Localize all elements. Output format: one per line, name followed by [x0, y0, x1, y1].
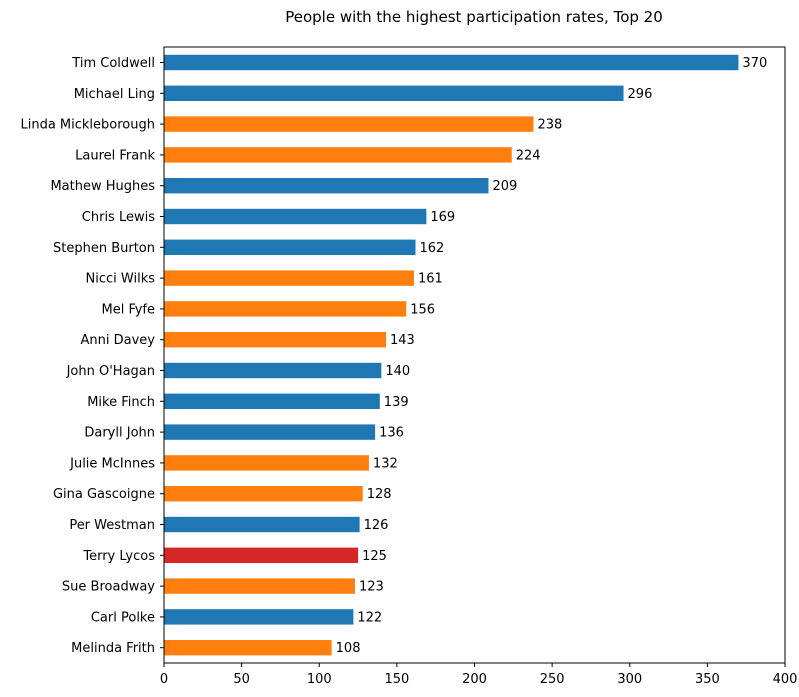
- data-label-mathew-hughes: 209: [492, 179, 517, 194]
- bar-per-westman: [164, 516, 360, 533]
- data-label-gina-gascoigne: 128: [367, 487, 392, 502]
- bar-michael-ling: [164, 85, 624, 101]
- bar-linda-mickleborough: [164, 116, 534, 132]
- plot-frame: [163, 46, 786, 664]
- bar-tim-coldwell: [164, 54, 739, 71]
- data-label-anni-davey: 143: [390, 333, 415, 348]
- bar-sue-broadway: [164, 578, 355, 594]
- bar-mel-fyfe: [164, 301, 407, 317]
- y-tick-label-laurel-frank: Laurel Frank: [75, 148, 155, 163]
- y-tick-label-melinda-frith: Melinda Frith: [71, 641, 155, 656]
- y-tick-label-mike-finch: Mike Finch: [87, 395, 155, 410]
- x-tick-label-300: 300: [617, 672, 642, 687]
- chart-title: People with the highest participation ra…: [285, 8, 663, 26]
- data-label-terry-lycos: 125: [362, 549, 387, 564]
- data-label-stephen-burton: 162: [420, 241, 445, 256]
- data-label-carl-polke: 122: [357, 610, 382, 625]
- bar-john-o-hagan: [164, 362, 382, 379]
- bar-melinda-frith: [164, 640, 332, 656]
- data-label-michael-ling: 296: [628, 87, 653, 102]
- x-tick-label-150: 150: [384, 672, 409, 687]
- data-label-chris-lewis: 169: [430, 210, 455, 225]
- bar-anni-davey: [164, 332, 387, 348]
- data-label-per-westman: 126: [364, 518, 389, 533]
- y-tick-label-per-westman: Per Westman: [69, 518, 155, 533]
- data-label-laurel-frank: 224: [516, 148, 541, 163]
- bar-chris-lewis: [164, 208, 427, 225]
- y-tick-label-michael-ling: Michael Ling: [74, 87, 155, 102]
- bar-julie-mcinnes: [164, 455, 369, 471]
- bar-mike-finch: [164, 393, 380, 409]
- bars-group: [164, 54, 739, 656]
- y-tick-labels: Tim Coldwell Michael Ling Linda Mickleboro…: [20, 56, 164, 656]
- y-tick-label-stephen-burton: Stephen Burton: [53, 241, 155, 256]
- y-tick-label-tim-coldwell: Tim Coldwell: [71, 56, 155, 71]
- y-tick-label-daryll-john: Daryll John: [84, 426, 155, 441]
- x-tick-label-100: 100: [307, 672, 332, 687]
- y-tick-label-mathew-hughes: Mathew Hughes: [50, 179, 155, 194]
- x-tick-label-0: 0: [160, 672, 168, 687]
- y-tick-label-terry-lycos: Terry Lycos: [82, 549, 155, 564]
- x-tick-label-50: 50: [233, 672, 250, 687]
- data-label-john-o-hagan: 140: [385, 364, 410, 379]
- bar-stephen-burton: [164, 239, 416, 255]
- y-tick-label-nicci-wilks: Nicci Wilks: [86, 272, 156, 287]
- data-label-tim-coldwell: 370: [742, 56, 767, 71]
- y-tick-label-linda-mickleborough: Linda Mickleborough: [20, 118, 155, 133]
- data-label-mel-fyfe: 156: [410, 302, 435, 317]
- data-label-nicci-wilks: 161: [418, 272, 443, 287]
- data-labels: 370 296 238 224 209 169 162 161 156 143 140 139 136 1…: [336, 56, 768, 656]
- y-tick-label-gina-gascoigne: Gina Gascoigne: [53, 487, 155, 502]
- y-tick-label-chris-lewis: Chris Lewis: [82, 210, 155, 225]
- data-label-linda-mickleborough: 238: [537, 118, 562, 133]
- bar-daryll-john: [164, 424, 376, 440]
- y-tick-label-julie-mcinnes: Julie McInnes: [69, 456, 155, 471]
- bar-laurel-frank: [164, 147, 512, 163]
- x-tick-label-350: 350: [695, 672, 720, 687]
- data-label-mike-finch: 139: [384, 395, 409, 410]
- x-tick-label-200: 200: [462, 672, 487, 687]
- x-tick-label-400: 400: [773, 672, 798, 687]
- bar-gina-gascoigne: [164, 486, 363, 502]
- data-label-sue-broadway: 123: [359, 580, 384, 595]
- y-tick-label-carl-polke: Carl Polke: [91, 610, 155, 625]
- bar-carl-polke: [164, 609, 354, 625]
- data-label-daryll-john: 136: [379, 426, 404, 441]
- x-axis: 0 50 100 150 200 250 300 350 400: [160, 663, 798, 687]
- x-tick-label-250: 250: [540, 672, 565, 687]
- y-tick-label-john-o-hagan: John O'Hagan: [66, 364, 155, 379]
- bar-nicci-wilks: [164, 270, 414, 286]
- y-tick-label-sue-broadway: Sue Broadway: [62, 580, 155, 595]
- bar-terry-lycos: [164, 547, 359, 563]
- y-tick-label-anni-davey: Anni Davey: [81, 333, 156, 348]
- data-label-julie-mcinnes: 132: [373, 456, 398, 471]
- data-label-melinda-frith: 108: [336, 641, 361, 656]
- bar-mathew-hughes: [164, 178, 489, 194]
- y-tick-label-mel-fyfe: Mel Fyfe: [101, 302, 155, 317]
